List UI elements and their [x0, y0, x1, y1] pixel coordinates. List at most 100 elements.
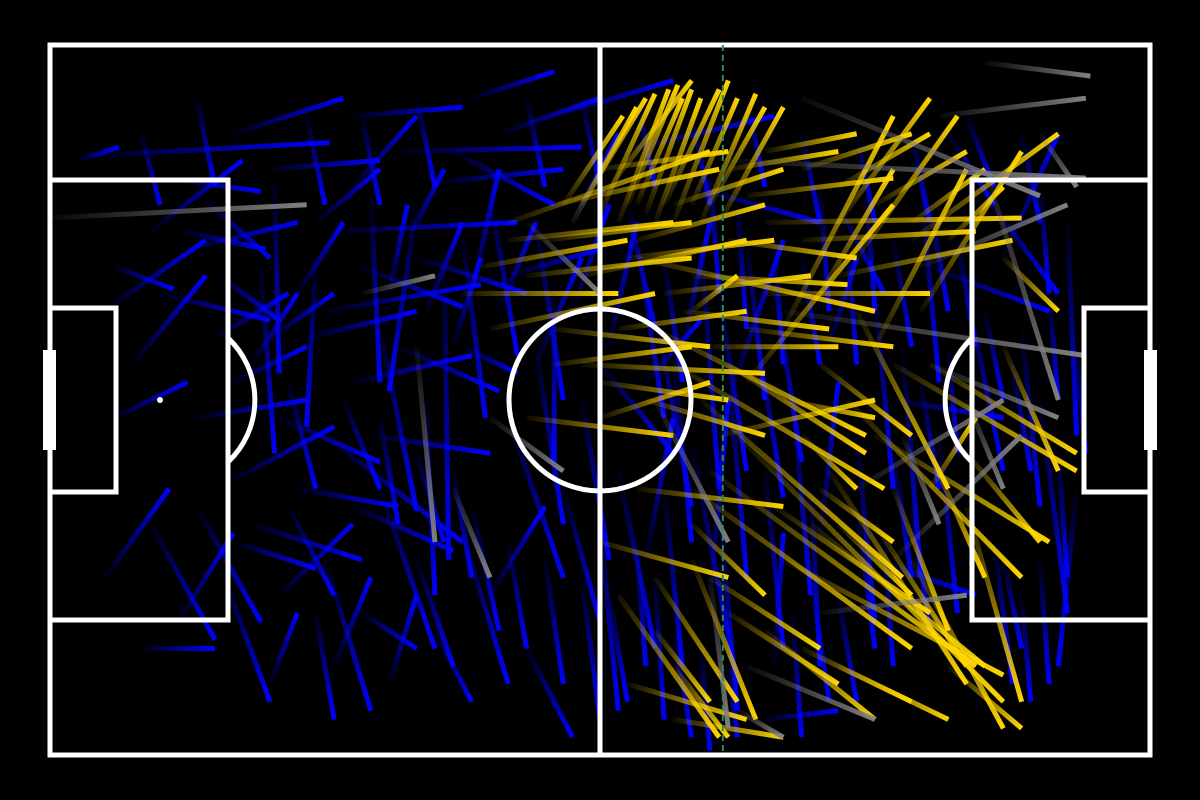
pass-line-0-12 [304, 257, 319, 427]
pass-line-1-55 [726, 362, 868, 456]
pass-line-0-70 [597, 524, 621, 711]
pass-line-0-63 [232, 344, 308, 385]
pass-line-1-60 [599, 539, 729, 580]
pass-line-0-6 [130, 274, 208, 367]
pass-line-0-10 [258, 266, 278, 454]
pass-line-1-75 [818, 362, 914, 438]
pass-line-0-137 [350, 114, 419, 189]
pass-line-0-110 [149, 158, 245, 234]
pass-line-0-149 [542, 559, 566, 685]
pass-line-1-49 [872, 168, 969, 348]
pass-line-0-29 [533, 222, 566, 401]
pass-line-0-133 [450, 257, 484, 348]
pass-line-2-17 [488, 415, 565, 474]
pass-line-1-64 [708, 575, 822, 651]
pass-line-0-193 [139, 133, 163, 206]
pass-line-1-48 [910, 131, 1060, 243]
pass-line-0-53 [414, 558, 456, 668]
pass-line-0-124 [863, 186, 878, 312]
pass-line-0-189 [414, 97, 438, 188]
pass-line-0-178 [1037, 186, 1052, 294]
pass-line-0-68 [487, 505, 548, 597]
pass-line-0-173 [982, 310, 1006, 401]
pass-line-0-62 [113, 379, 189, 421]
pass-line-1-83 [507, 149, 711, 225]
pass-line-0-54 [377, 487, 438, 650]
pass-line-0-5 [108, 238, 208, 309]
pass-line-1-68 [837, 663, 950, 722]
pass-line-0-151 [606, 594, 630, 703]
pass-line-0-101 [370, 433, 491, 456]
pass-line-0-71 [643, 417, 676, 561]
pass-line-1-76 [854, 310, 951, 490]
pass-line-2-11 [819, 592, 967, 616]
pass-line-0-9 [186, 220, 299, 252]
pass-line-0-66 [313, 612, 337, 720]
pass-line-2-7 [982, 168, 1061, 401]
left-penalty-spot [157, 397, 163, 403]
pass-line-0-192 [194, 97, 218, 188]
pass-line-1-101 [672, 166, 785, 208]
pass-line-1-66 [763, 628, 877, 722]
pass-line-2-10 [891, 433, 1024, 562]
pass-line-2-0 [49, 202, 307, 221]
pass-line-2-12 [745, 663, 876, 722]
pass-line-0-187 [579, 97, 603, 188]
pass-line-1-98 [553, 344, 692, 367]
pass-line-0-17 [460, 235, 488, 419]
pass-line-1-80 [927, 416, 978, 491]
pass-line-0-126 [680, 221, 713, 348]
pass-line-0-114 [470, 69, 555, 101]
pass-line-1-7 [643, 88, 695, 215]
pass-line-0-199 [386, 594, 420, 685]
pass-line-1-111 [671, 664, 731, 739]
pass-line-0-65 [286, 505, 337, 597]
pass-line-0-45 [762, 470, 786, 649]
pass-line-2-1 [938, 95, 1087, 119]
pass-line-1-19 [508, 220, 674, 243]
pass-line-0-139 [295, 221, 346, 295]
pass-line-2-16 [451, 487, 493, 579]
pass-line-0-191 [304, 115, 328, 206]
pass-line-0-57 [221, 576, 273, 703]
pass-line-2-15 [414, 346, 438, 543]
pass-line-1-47 [928, 362, 1078, 456]
pass-line-0-160 [835, 594, 860, 703]
pass-line-1-69 [872, 522, 969, 668]
pass-line-1-94 [836, 522, 914, 598]
pass-line-0-168 [1019, 595, 1034, 702]
pass-line-0-102 [351, 353, 473, 385]
pass-line-0-150 [579, 577, 603, 720]
pass-line-1-96 [645, 397, 766, 438]
pass-line-0-177 [1055, 453, 1070, 578]
pass-line-0-140 [268, 291, 336, 340]
pass-line-1-52 [817, 167, 896, 295]
pass-line-0-43 [661, 488, 685, 667]
pass-line-0-197 [267, 612, 300, 685]
pass-lines [49, 60, 1091, 751]
pass-line-2-20 [736, 708, 785, 740]
pass-line-0-84 [1019, 328, 1043, 507]
pass-line-1-10 [661, 88, 722, 206]
pass-line-0-23 [324, 282, 482, 314]
pass-line-0-111 [232, 95, 345, 137]
pass-line-0-112 [269, 157, 381, 172]
pass-line-0-146 [450, 470, 475, 578]
pass-line-0-81 [936, 435, 960, 614]
pass-line-1-79 [1001, 256, 1061, 314]
pass-line-1-85 [627, 237, 775, 261]
pass-line-1-20 [480, 237, 628, 270]
pass-line-0-183 [799, 133, 823, 224]
pass-line-1-86 [663, 273, 812, 296]
pass-line-0-142 [285, 381, 319, 490]
pass-line-0-148 [505, 541, 530, 649]
pass-line-0-141 [249, 292, 300, 366]
pass-line-1-87 [682, 308, 830, 332]
pass-line-0-98 [452, 149, 556, 207]
pass-line-0-134 [423, 221, 465, 313]
pass-line-1-44 [873, 433, 1051, 545]
pass-line-1-102 [727, 149, 839, 172]
pass-line-1-2 [579, 96, 648, 207]
pass-line-1-97 [599, 379, 729, 403]
